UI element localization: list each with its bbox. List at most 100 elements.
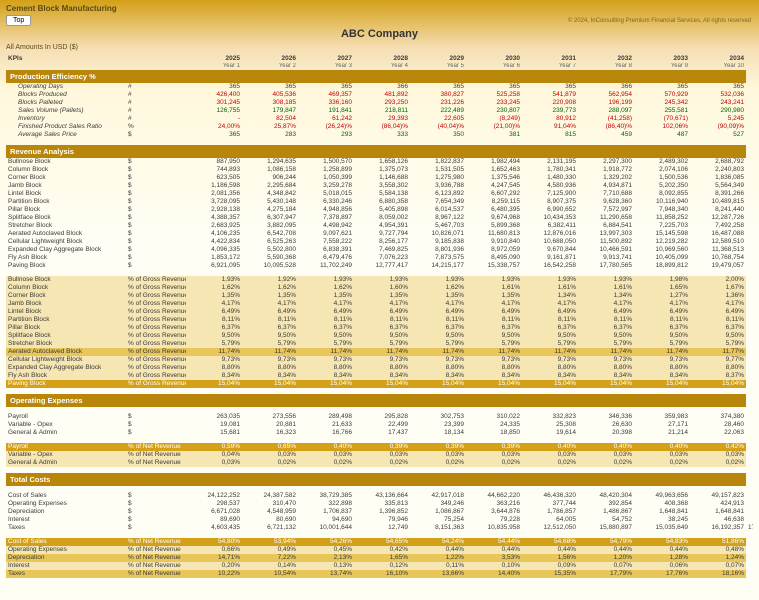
- cell-value: 16,542,258: [522, 262, 578, 270]
- cell-value: 126,755: [186, 107, 242, 115]
- cell-value: 4,548,959: [242, 508, 298, 516]
- cell-value: 408,368: [634, 500, 690, 508]
- cell-value: 7,225,703: [634, 222, 690, 230]
- cell-value: 887,950: [186, 158, 242, 166]
- cell-value: 541,879: [522, 91, 578, 99]
- data-row: Column Block% of Gross Revenue1,62%1,62%…: [6, 284, 753, 292]
- cell-value: 527: [690, 131, 746, 139]
- row-unit: % of Net Revenue: [126, 570, 186, 578]
- cell-value: 469,357: [298, 91, 354, 99]
- cell-value: 5,502,800: [242, 246, 298, 254]
- cell-value: 54,26%: [298, 538, 354, 546]
- data-row: Splitface Block% of Gross Revenue9,50%9,…: [6, 332, 753, 340]
- cell-value: 6,49%: [466, 308, 522, 316]
- row-unit: % of Net Revenue: [126, 554, 186, 562]
- row-unit: % of Gross Revenue: [126, 332, 186, 340]
- row-label: Interest: [6, 516, 126, 524]
- top-button[interactable]: Top: [6, 15, 31, 26]
- row-unit: $: [126, 222, 186, 230]
- cell-value: 6,480,395: [466, 206, 522, 214]
- cell-value: 1,93%: [186, 276, 242, 284]
- data-row: Partition Block$3,728,0955,430,1486,330,…: [6, 198, 753, 206]
- row-unit: % of Gross Revenue: [126, 292, 186, 300]
- cell-value: 9,913,741: [578, 254, 634, 262]
- cell-value: 24,335: [466, 421, 522, 429]
- cell-value: 191,841: [298, 107, 354, 115]
- cell-value: 6,479,476: [298, 254, 354, 262]
- row-label: Lintel Block: [6, 190, 126, 198]
- row-label: Cost of Sales: [6, 538, 126, 546]
- data-row: Blocks Palleted#301,245308,185336,160293…: [6, 99, 753, 107]
- cell-value: 4,17%: [354, 300, 410, 308]
- cell-value: 1,853,172: [186, 254, 242, 262]
- cell-value: 26,630: [578, 421, 634, 429]
- row-label: Stretcher Block: [6, 222, 126, 230]
- data-row: General & Admin$15,68116,32316,76617,437…: [6, 429, 753, 437]
- data-row: Paving Block$6,921,09510,095,52811,702,2…: [6, 262, 753, 270]
- cell-value: 0,12%: [354, 562, 410, 570]
- cell-value: 15,04%: [354, 380, 410, 388]
- cell-value: 0,59%: [186, 443, 242, 451]
- cell-value: 293: [298, 131, 354, 139]
- cell-value: 1,500,536: [634, 174, 690, 182]
- cell-value: 8,80%: [466, 364, 522, 372]
- cell-value: 15,04%: [522, 380, 578, 388]
- cell-value: 4,498,942: [298, 222, 354, 230]
- cell-value: 8,80%: [354, 364, 410, 372]
- cell-value: 9,73%: [578, 356, 634, 364]
- row-label: Expanded Clay Aggregate Block: [6, 364, 126, 372]
- cell-value: 1,086,158: [242, 166, 298, 174]
- cell-value: 5,79%: [354, 340, 410, 348]
- cell-value: 51,86%: [690, 538, 746, 546]
- year-sub-row: Year 1Year 2Year 3Year 4Year 5Year 6Year…: [6, 63, 753, 70]
- cell-value: 8,11%: [354, 316, 410, 324]
- cell-value: 6,921,095: [186, 262, 242, 270]
- data-row: Splitface Block$4,388,3576,307,9477,378,…: [6, 214, 753, 222]
- cell-value: 6,014,537: [410, 206, 466, 214]
- cell-value: 54,24%: [410, 538, 466, 546]
- cell-value: 7,22%: [242, 554, 298, 562]
- cell-value: 1,050,399: [298, 174, 354, 182]
- cell-value: 20,398: [578, 429, 634, 437]
- row-label: Splitface Block: [6, 214, 126, 222]
- cell-value: 11,368,513: [690, 246, 746, 254]
- cell-value: 9,73%: [186, 356, 242, 364]
- cell-value: 24,387,582: [242, 492, 298, 500]
- data-row: Stretcher Block$2,683,9253,882,0954,498,…: [6, 222, 753, 230]
- cell-value: 7,125,900: [522, 190, 578, 198]
- cell-value: 8,241,440: [690, 206, 746, 214]
- row-unit: % of Gross Revenue: [126, 316, 186, 324]
- cell-value: 365: [634, 83, 690, 91]
- data-row: Bullnose Block% of Gross Revenue1,93%1,9…: [6, 276, 753, 284]
- main-table: KPIs 20252026202720282029203020312032203…: [6, 53, 753, 578]
- cell-value: 1,34%: [578, 292, 634, 300]
- cell-value: 7,469,825: [354, 246, 410, 254]
- cell-value: 9,727,794: [354, 230, 410, 238]
- cell-value: 9,50%: [242, 332, 298, 340]
- data-row: Corner Block% of Gross Revenue1,35%1,35%…: [6, 292, 753, 300]
- row-unit: $: [126, 500, 186, 508]
- row-label: Sales Volume (Pallets): [6, 107, 126, 115]
- cell-value: 49,963,656: [634, 492, 690, 500]
- row-unit: $: [126, 166, 186, 174]
- cell-value: 79,946: [354, 516, 410, 524]
- data-row: Partition Block% of Gross Revenue8,11%8,…: [6, 316, 753, 324]
- cell-value: 255,581: [634, 107, 690, 115]
- cell-value: 1,28%: [634, 554, 690, 562]
- cell-value: 9,670,844: [522, 246, 578, 254]
- cell-value: 0,03%: [242, 451, 298, 459]
- cell-value: 8,256,177: [354, 238, 410, 246]
- cell-value: (70,671): [634, 115, 690, 123]
- cell-value: 8,11%: [578, 316, 634, 324]
- row-label: Column Block: [6, 284, 126, 292]
- row-unit: % of Net Revenue: [126, 546, 186, 554]
- cell-value: 0,02%: [298, 459, 354, 467]
- row-label: Bullnose Block: [6, 276, 126, 284]
- cell-value: 2,297,300: [578, 158, 634, 166]
- cell-value: 17,76%: [634, 570, 690, 578]
- row-unit: $: [126, 190, 186, 198]
- data-row: Taxes% of Net Revenue10,22%10,54%13,74%1…: [6, 570, 753, 578]
- cell-value: 20,881: [242, 421, 298, 429]
- cell-value: 19,081: [186, 421, 242, 429]
- section-total: Total Costs: [6, 473, 746, 486]
